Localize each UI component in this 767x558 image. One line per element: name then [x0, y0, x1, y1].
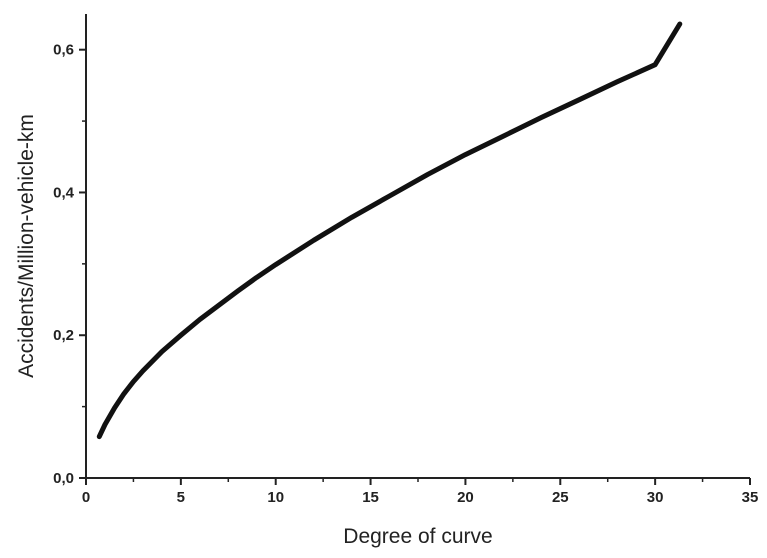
y-axis-title: Accidents/Million-vehicle-km: [15, 114, 38, 378]
x-tick-label: 25: [552, 489, 569, 506]
x-tick-label: 15: [362, 489, 379, 506]
x-tick-label: 30: [647, 489, 664, 506]
y-tick-label: 0,2: [53, 327, 74, 344]
x-tick-label: 35: [742, 489, 759, 506]
y-tick-label: 0,0: [53, 470, 74, 487]
y-tick-label: 0,6: [53, 42, 74, 59]
x-axis-title: Degree of curve: [343, 525, 492, 548]
axes: [85, 14, 750, 479]
y-tick-label: 0,4: [53, 184, 75, 201]
x-tick-label: 20: [457, 489, 474, 506]
x-tick-label: 0: [82, 489, 90, 506]
x-tick-label: 5: [177, 489, 185, 506]
series-layer: [96, 21, 683, 440]
data-series-line: [96, 21, 683, 440]
x-tick-label: 10: [267, 489, 284, 506]
ticks: 0 5 10 15 20 25 30 35 0,0 0,2 0,4 0,6: [53, 42, 758, 506]
